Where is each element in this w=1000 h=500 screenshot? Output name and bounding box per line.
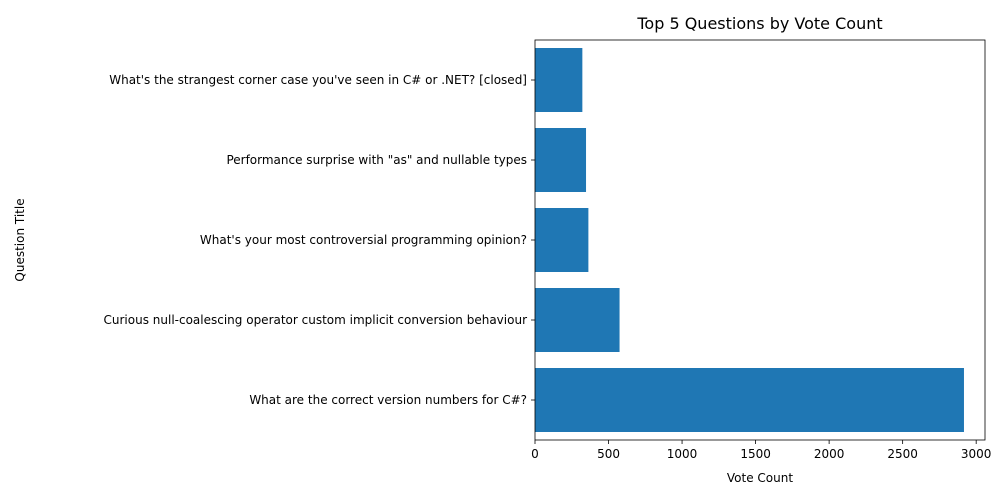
bar-5 [535, 48, 583, 112]
y-tick-label: What's your most controversial programmi… [200, 233, 527, 247]
x-tick-label: 0 [531, 447, 539, 461]
x-axis-label: Vote Count [727, 471, 793, 485]
x-tick-label: 500 [597, 447, 620, 461]
x-tick-label: 2000 [814, 447, 845, 461]
y-tick-label: Curious null-coalescing operator custom … [104, 313, 528, 327]
y-tick-label: Performance surprise with "as" and nulla… [226, 153, 527, 167]
y-axis-ticks: What are the correct version numbers for… [104, 73, 535, 407]
plot-frame [534, 39, 986, 441]
bar-4 [535, 128, 587, 192]
bar-2 [535, 288, 620, 352]
bar-1 [535, 368, 964, 432]
bars-group [535, 48, 964, 432]
bar-3 [535, 208, 589, 272]
x-tick-label: 1000 [667, 447, 698, 461]
x-axis-ticks: 0 500 1000 1500 2000 2500 3000 [531, 440, 991, 461]
x-tick-label: 2500 [887, 447, 918, 461]
axes-frame [534, 39, 986, 441]
y-tick-label: What's the strangest corner case you've … [109, 73, 527, 87]
y-tick-label: What are the correct version numbers for… [249, 393, 527, 407]
chart-title: Top 5 Questions by Vote Count [636, 14, 882, 33]
x-tick-label: 1500 [740, 447, 771, 461]
y-axis-label: Question Title [13, 198, 27, 281]
x-tick-label: 3000 [961, 447, 992, 461]
